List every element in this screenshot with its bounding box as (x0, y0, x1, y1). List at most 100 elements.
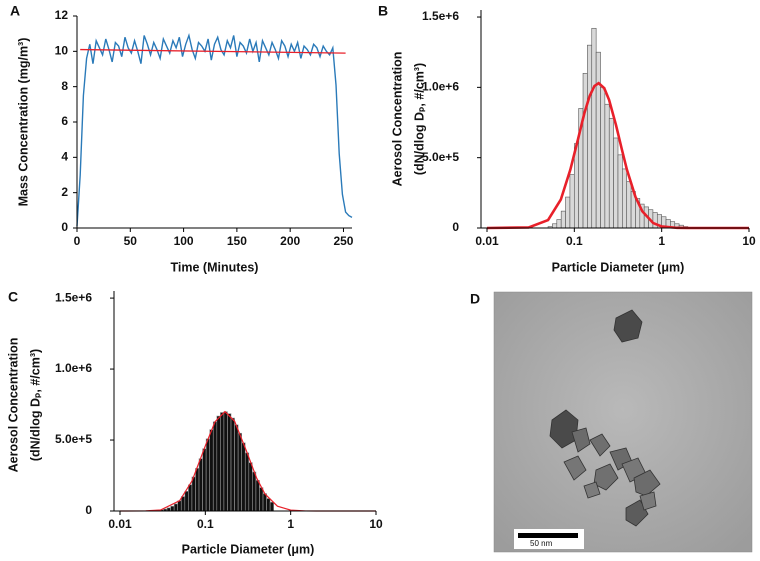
panel-label: B (378, 3, 388, 19)
histogram-bar (259, 487, 264, 512)
x-tick-label: 1 (287, 517, 294, 531)
y-tick-label: 12 (55, 8, 69, 22)
histogram-bar (560, 210, 566, 229)
x-tick-label: 50 (124, 234, 138, 248)
x-tick-label: 0.1 (197, 517, 214, 531)
histogram-bar (220, 412, 225, 512)
x-tick-label: 10 (742, 234, 756, 248)
histogram-bar (205, 438, 210, 512)
histogram-bar (604, 103, 610, 229)
x-tick-label: 150 (227, 234, 247, 248)
histogram-bar (230, 417, 235, 512)
histogram-bar (184, 490, 189, 512)
histogram-bar (565, 196, 571, 229)
histogram-bar (209, 429, 214, 512)
y-axis-title: Aerosol Concentration (6, 338, 20, 473)
histogram-bar (212, 421, 218, 512)
panel-label: D (470, 291, 480, 307)
histogram-bar (241, 442, 246, 512)
y-tick-label: 4 (61, 150, 68, 164)
particle (593, 463, 619, 491)
x-tick-label: 200 (280, 234, 300, 248)
y-tick-label: 5.0e+5 (422, 150, 459, 164)
histogram-bar (591, 27, 597, 229)
x-tick-label: 250 (333, 234, 353, 248)
y-tick-label: 1.5e+6 (55, 290, 92, 304)
panel-label: A (10, 3, 20, 19)
y-tick-label: 2 (61, 185, 68, 199)
histogram-bar (216, 415, 221, 512)
particle (613, 309, 643, 343)
x-tick-label: 0 (74, 234, 81, 248)
particle (571, 427, 591, 453)
x-tick-label: 0.01 (475, 234, 499, 248)
histogram-bar (262, 493, 267, 512)
x-axis-title: Particle Diameter (μm) (552, 260, 685, 274)
histogram-bar (191, 476, 196, 512)
histogram-bar (595, 51, 601, 229)
particle (625, 499, 649, 527)
y-tick-label: 0 (61, 220, 68, 234)
histogram-bar (180, 496, 186, 512)
particle (583, 481, 601, 499)
histogram-bar (223, 411, 228, 512)
data-line (76, 32, 353, 227)
histogram-bar (198, 458, 203, 512)
histogram-bar (170, 505, 175, 512)
x-axis-title: Particle Diameter (μm) (182, 542, 315, 556)
y-axis-title: Mass Concentration (mg/m³) (16, 38, 30, 207)
x-tick-label: 100 (174, 234, 194, 248)
histogram-bar (613, 137, 619, 229)
particle (639, 491, 657, 511)
histogram-bar (234, 424, 239, 512)
histogram-bar (177, 500, 182, 512)
y-axis-title: (dN/dlog Dₚ, #/cm³) (412, 63, 426, 175)
histogram-bar (237, 432, 243, 512)
histogram-bar (266, 498, 271, 512)
histogram-bar (600, 87, 606, 229)
y-axis-title: (dN/dlog Dₚ, #/cm³) (28, 349, 42, 461)
histogram-bar (248, 462, 253, 512)
histogram-bar (608, 117, 614, 229)
histogram-bar (552, 223, 558, 229)
y-tick-label: 1.0e+6 (55, 361, 92, 375)
histogram-bar (582, 72, 588, 229)
y-tick-label: 0 (85, 503, 92, 517)
histogram-bar (252, 471, 257, 512)
particle (633, 469, 661, 497)
histogram-bar (188, 484, 193, 512)
histogram-bar (569, 174, 575, 229)
y-tick-label: 10 (55, 44, 69, 58)
y-tick-label: 1.5e+6 (422, 9, 459, 23)
x-tick-label: 10 (369, 517, 383, 531)
histogram-bar (173, 503, 178, 512)
histogram-bar (255, 480, 260, 512)
histogram-bar (622, 168, 628, 229)
y-axis-title: Aerosol Concentration (390, 52, 404, 187)
y-tick-label: 5.0e+5 (55, 432, 92, 446)
x-tick-label: 0.1 (566, 234, 583, 248)
data-line (80, 48, 346, 54)
histogram-bar (617, 154, 623, 229)
panel-label: C (8, 289, 18, 305)
histogram-bar (227, 413, 232, 512)
micrograph: 50 nm (493, 291, 753, 553)
x-tick-label: 1 (658, 234, 665, 248)
histogram-bar (626, 181, 632, 229)
x-axis-title: Time (Minutes) (171, 260, 259, 274)
particle (589, 433, 611, 457)
fit-curve (486, 81, 749, 230)
histogram-bar (269, 501, 274, 512)
particles (549, 309, 661, 527)
scale-bar (518, 533, 578, 538)
y-tick-label: 6 (61, 114, 68, 128)
y-tick-label: 8 (61, 79, 68, 93)
particle (563, 455, 587, 481)
histogram-bar (195, 467, 200, 512)
histogram-bar (202, 448, 207, 512)
y-tick-label: 1.0e+6 (422, 80, 459, 94)
histogram-bar (244, 452, 250, 512)
y-tick-label: 0 (452, 220, 459, 234)
x-tick-label: 0.01 (108, 517, 132, 531)
